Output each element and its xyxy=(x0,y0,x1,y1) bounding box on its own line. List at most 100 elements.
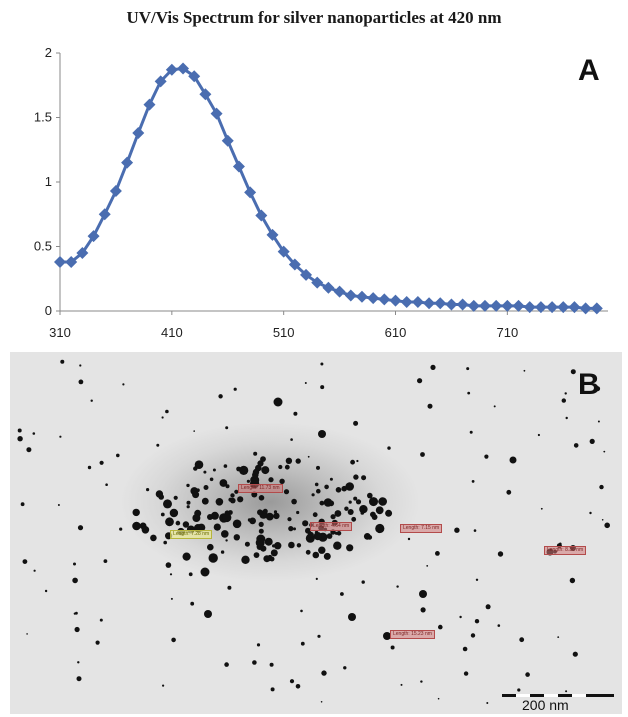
nanoparticle xyxy=(279,478,285,484)
nanoparticle xyxy=(77,661,80,664)
nanoparticle xyxy=(269,662,274,667)
nanoparticle xyxy=(228,497,233,502)
nanoparticle xyxy=(116,453,120,458)
panel-label-a: A xyxy=(578,54,600,87)
nanoparticle xyxy=(266,539,273,545)
nanoparticle xyxy=(192,514,201,522)
nanoparticle xyxy=(300,641,305,646)
data-point xyxy=(277,245,290,258)
nanoparticle xyxy=(430,364,436,370)
nanoparticle xyxy=(589,511,592,515)
nanoparticle xyxy=(119,527,123,531)
nanoparticle xyxy=(220,550,225,554)
nanoparticle-dots xyxy=(17,359,610,704)
nanoparticle xyxy=(105,483,108,486)
nanoparticle xyxy=(525,672,530,677)
data-point xyxy=(523,301,536,314)
nanoparticle xyxy=(293,411,298,416)
nanoparticle xyxy=(182,521,190,528)
nanoparticle xyxy=(227,585,232,590)
data-point xyxy=(311,276,324,289)
nanoparticle xyxy=(314,530,319,535)
nanoparticle xyxy=(371,514,378,520)
nanoparticle xyxy=(95,640,100,645)
nanoparticle xyxy=(438,624,443,630)
nanoparticle xyxy=(385,509,393,517)
nanoparticle xyxy=(330,514,336,520)
nanoparticle xyxy=(589,438,595,444)
nanoparticle xyxy=(257,460,264,467)
nanoparticle xyxy=(420,452,425,457)
nanoparticle xyxy=(302,520,309,527)
data-point xyxy=(434,297,447,310)
nanoparticle xyxy=(427,403,433,409)
data-point xyxy=(288,258,301,271)
nanoparticle xyxy=(165,517,174,527)
nanoparticle xyxy=(333,541,342,550)
nanoparticle xyxy=(263,555,271,563)
nanoparticle xyxy=(225,539,228,542)
nanoparticle xyxy=(557,636,560,638)
nanoparticle xyxy=(232,519,242,529)
chart-title: UV/Vis Spectrum for silver nanoparticles… xyxy=(126,8,502,27)
nanoparticle xyxy=(565,690,568,693)
data-point xyxy=(65,255,78,268)
nanoparticle xyxy=(161,416,164,419)
nanoparticle xyxy=(353,496,358,501)
nanoparticle xyxy=(334,510,342,517)
nanoparticle xyxy=(340,592,344,596)
nanoparticle xyxy=(565,416,568,420)
nanoparticle xyxy=(237,496,244,503)
nanoparticle xyxy=(316,465,320,470)
nanoparticle xyxy=(473,529,477,532)
data-point xyxy=(143,98,156,111)
nanoparticle xyxy=(324,484,329,490)
nanoparticle xyxy=(17,428,22,433)
data-point xyxy=(590,302,603,315)
nanoparticle xyxy=(348,613,356,621)
nanoparticle xyxy=(519,637,525,643)
nanoparticle xyxy=(175,520,181,526)
data-point xyxy=(255,209,268,222)
nanoparticle xyxy=(378,499,383,504)
nanoparticle xyxy=(345,482,355,491)
nanoparticle xyxy=(182,552,191,561)
nanoparticle xyxy=(570,369,576,375)
nanoparticle xyxy=(561,398,566,403)
nanoparticle xyxy=(300,609,303,613)
nanoparticle xyxy=(356,459,359,463)
nanoparticle xyxy=(420,607,426,613)
nanoparticle xyxy=(203,485,209,490)
nanoparticle xyxy=(155,490,164,498)
nanoparticle xyxy=(262,508,268,514)
data-point xyxy=(199,88,212,101)
nanoparticle xyxy=(599,484,604,490)
data-point xyxy=(367,292,380,305)
nanoparticle xyxy=(150,534,157,542)
data-point xyxy=(98,208,111,221)
nanoparticle xyxy=(564,392,567,395)
data-point xyxy=(76,246,89,259)
nanoparticle xyxy=(469,430,473,434)
nanoparticle xyxy=(192,491,200,499)
nanoparticle xyxy=(497,624,501,627)
nanoparticle xyxy=(335,487,342,493)
nanoparticle xyxy=(57,504,60,506)
y-tick-label: 1 xyxy=(45,174,52,189)
nanoparticle xyxy=(540,507,543,510)
data-point xyxy=(54,255,66,268)
nanoparticle xyxy=(258,495,265,501)
nanoparticle xyxy=(44,589,48,593)
nanoparticle xyxy=(315,577,318,580)
nanoparticle xyxy=(360,511,365,515)
nanoparticle xyxy=(454,527,460,533)
nanoparticle xyxy=(212,468,216,472)
nanoparticle xyxy=(321,670,327,676)
nanoparticle xyxy=(572,651,578,657)
measurement-label: Length: 8.36 nm xyxy=(544,546,587,555)
nanoparticle xyxy=(471,480,475,483)
nanoparticle xyxy=(400,683,403,686)
nanoparticle xyxy=(367,492,373,499)
nanoparticle xyxy=(208,553,218,563)
data-point xyxy=(355,290,368,303)
